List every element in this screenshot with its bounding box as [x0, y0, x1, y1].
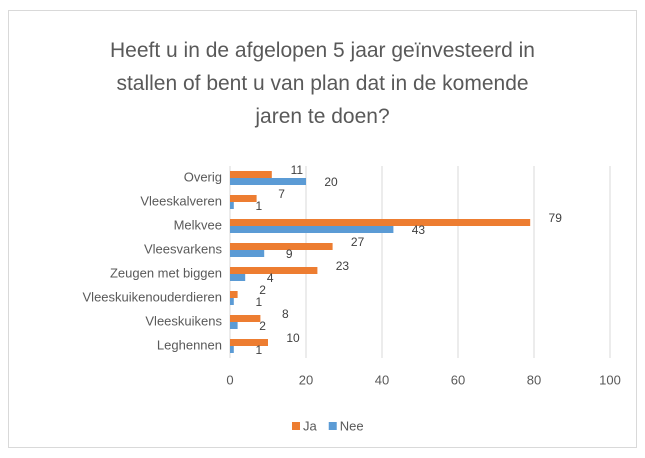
data-label: 1: [255, 295, 262, 309]
bar: [230, 219, 531, 226]
chart-title: Heeft u in de afgelopen 5 jaar geïnveste…: [110, 39, 535, 128]
x-tick-label: 0: [226, 372, 233, 387]
bar: [230, 195, 257, 202]
bar: [230, 243, 333, 250]
bar: [230, 298, 234, 305]
x-tick-label: 100: [599, 372, 621, 387]
y-tick-label: Vleeskuikenouderdieren: [83, 289, 222, 304]
y-tick-label: Zeugen met biggen: [110, 265, 222, 280]
y-tick-label: Vleesvarkens: [144, 241, 223, 256]
data-label: 10: [286, 331, 300, 345]
chart-border: [8, 10, 637, 448]
y-tick-label: Melkvee: [174, 217, 222, 232]
y-tick-label: Leghennen: [157, 337, 222, 352]
data-label: 2: [259, 283, 266, 297]
legend-swatch: [292, 422, 300, 430]
data-label: 1: [255, 343, 262, 357]
bar: [230, 274, 246, 281]
y-tick-label: Vleeskuikens: [145, 313, 222, 328]
legend-label: Ja: [303, 418, 318, 433]
bar: [230, 315, 261, 322]
data-label: 2: [259, 319, 266, 333]
data-label: 11: [291, 163, 304, 177]
y-tick-label: Vleeskalveren: [140, 193, 222, 208]
data-label: 20: [324, 175, 338, 189]
x-tick-label: 20: [299, 372, 313, 387]
bar: [230, 339, 268, 346]
bar: [230, 291, 238, 298]
bar: [230, 171, 272, 178]
data-label: 8: [282, 307, 289, 321]
legend-label: Nee: [340, 418, 364, 433]
x-tick-label: 80: [527, 372, 541, 387]
data-label: 79: [549, 211, 563, 225]
legend-swatch: [328, 422, 337, 430]
bar: [230, 202, 234, 209]
bar: [230, 267, 318, 274]
data-label: 23: [336, 259, 350, 273]
x-tick-label: 40: [375, 372, 389, 387]
bar: [230, 250, 265, 257]
bar: [230, 346, 234, 353]
data-label: 43: [412, 223, 426, 237]
data-label: 1: [255, 199, 262, 213]
bar: [230, 226, 394, 233]
data-label: 4: [267, 271, 274, 285]
bar: [230, 322, 238, 329]
x-tick-label: 60: [451, 372, 465, 387]
data-label: 9: [286, 247, 293, 261]
bar: [230, 178, 306, 185]
data-label: 27: [351, 235, 365, 249]
y-tick-label: Overig: [184, 169, 222, 184]
data-label: 7: [278, 187, 285, 201]
